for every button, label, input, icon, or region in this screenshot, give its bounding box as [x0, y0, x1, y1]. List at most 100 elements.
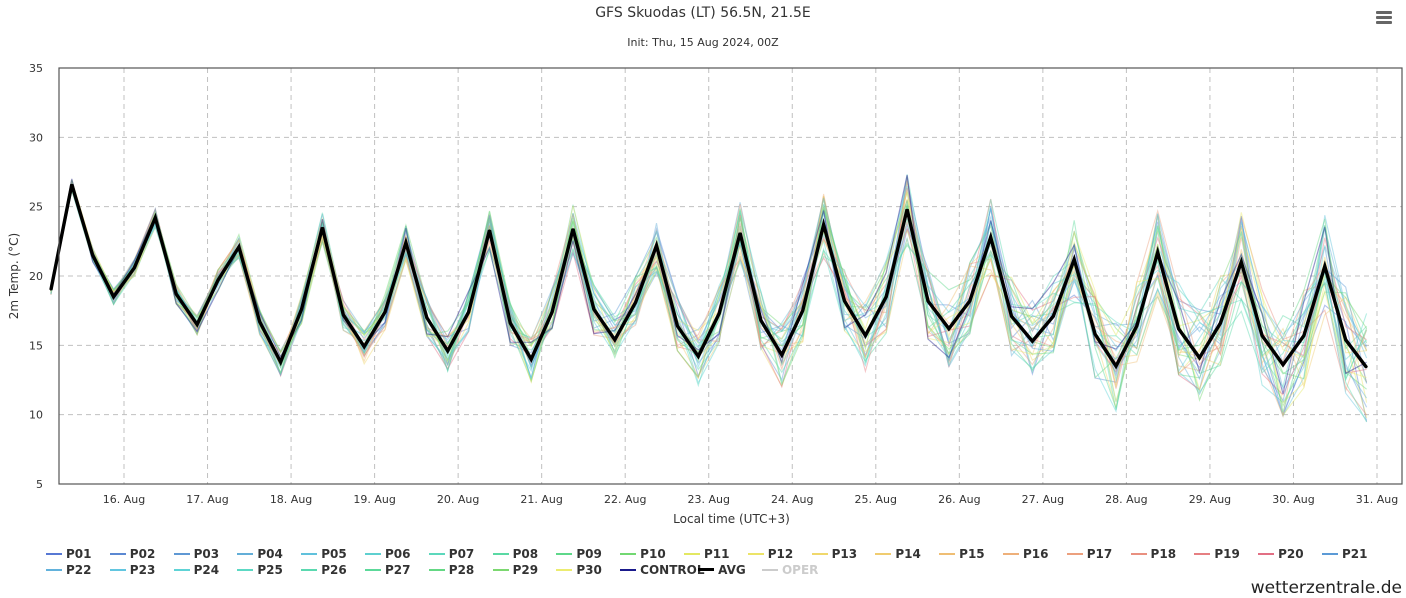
avg-point — [1282, 363, 1284, 366]
legend-label: P29 — [512, 563, 539, 577]
legend-item-p21[interactable]: P21 — [1321, 547, 1386, 561]
legend-row: P01 P02 P03 P04 P05 P06 P07 P08 P09 P10 P11 P12 P13 P… — [46, 547, 1386, 563]
x-tick-label: 18. Aug — [270, 493, 312, 506]
avg-point — [781, 354, 783, 356]
legend-swatch — [1130, 552, 1147, 555]
avg-point — [405, 241, 407, 244]
y-tick-label: 35 — [29, 62, 43, 75]
avg-point — [864, 334, 867, 337]
legend-item-p01[interactable]: P01 — [46, 547, 110, 561]
legend-swatch — [109, 552, 126, 555]
x-tick-label: 27. Aug — [1022, 493, 1064, 506]
avg-point — [154, 217, 157, 219]
legend-label: P27 — [384, 563, 411, 577]
avg-point — [342, 314, 345, 316]
avg-point — [446, 350, 449, 352]
legend-item-p19[interactable]: P19 — [1194, 547, 1258, 561]
grid-lines — [59, 68, 1402, 484]
legend-swatch — [364, 552, 381, 555]
legend-label: P18 — [1150, 547, 1177, 561]
legend-swatch — [46, 552, 62, 555]
avg-point — [1094, 333, 1096, 336]
legend-item-p03[interactable]: P03 — [173, 547, 238, 561]
x-tick-label: 29. Aug — [1189, 493, 1231, 506]
legend-item-p06[interactable]: P06 — [364, 547, 429, 561]
legend-swatch — [1258, 552, 1275, 555]
legend-item-p22[interactable]: P22 — [46, 563, 110, 577]
legend-item-p08[interactable]: P08 — [492, 547, 557, 561]
x-tick-label: 25. Aug — [855, 493, 897, 506]
avg-point — [1136, 325, 1138, 327]
avg-point — [1261, 334, 1263, 337]
avg-point — [948, 327, 950, 330]
x-tick-label: 16. Aug — [103, 493, 145, 506]
legend-label: P09 — [576, 547, 602, 561]
legend-item-p28[interactable]: P28 — [428, 563, 493, 577]
avg-point — [300, 308, 303, 311]
y-tick-label: 20 — [29, 270, 43, 283]
series-line-p13 — [50, 181, 1367, 408]
series-line-p07 — [50, 184, 1368, 382]
legend-swatch — [46, 568, 62, 571]
legend-swatch — [683, 552, 700, 555]
avg-point — [989, 236, 992, 238]
legend-item-p12[interactable]: P12 — [747, 547, 812, 561]
legend-item-p25[interactable]: P25 — [237, 563, 301, 577]
avg-point — [1324, 265, 1326, 268]
chart-subtitle: Init: Thu, 15 Aug 2024, 00Z — [627, 36, 779, 49]
legend-item-p11[interactable]: P11 — [683, 547, 748, 561]
legend-item-p04[interactable]: P04 — [237, 547, 301, 561]
legend-label: P23 — [129, 563, 156, 577]
avg-point — [196, 323, 198, 326]
legend-label: P16 — [1022, 547, 1049, 561]
legend-item-p16[interactable]: P16 — [1002, 547, 1067, 561]
x-tick-label: 21. Aug — [520, 493, 562, 506]
y-tick-label: 30 — [29, 131, 43, 144]
legend-item-p30[interactable]: P30 — [556, 563, 620, 577]
avg-point — [1365, 366, 1368, 369]
legend-item-p05[interactable]: P05 — [301, 547, 365, 561]
legend-label: P30 — [576, 563, 602, 577]
avg-point — [175, 293, 177, 295]
legend-item-p26[interactable]: P26 — [301, 563, 365, 577]
avg-point — [238, 246, 240, 248]
legend-label: P15 — [959, 547, 985, 561]
legend-item-p07[interactable]: P07 — [428, 547, 493, 561]
legend-item-p17[interactable]: P17 — [1066, 547, 1131, 561]
legend-label: P01 — [66, 547, 92, 561]
legend-item-control[interactable]: CONTROL — [620, 563, 705, 577]
legend-item-p24[interactable]: P24 — [173, 563, 238, 577]
legend-item-p20[interactable]: P20 — [1258, 547, 1322, 561]
avg-point — [71, 183, 73, 186]
legend-item-p23[interactable]: P23 — [109, 563, 174, 577]
avg-line-layer — [49, 183, 1368, 370]
avg-point — [760, 319, 762, 322]
legend-item-p27[interactable]: P27 — [364, 563, 429, 577]
legend-item-avg[interactable]: AVG — [698, 563, 762, 577]
avg-point — [1303, 334, 1305, 337]
series-line-p18 — [50, 189, 1368, 416]
legend-swatch — [492, 568, 509, 571]
legend-label: P07 — [448, 547, 475, 561]
avg-point — [1156, 251, 1159, 254]
legend-swatch — [556, 568, 573, 571]
legend-item-p02[interactable]: P02 — [109, 547, 174, 561]
legend-item-p15[interactable]: P15 — [939, 547, 1003, 561]
legend-label: P08 — [512, 547, 539, 561]
avg-point — [1115, 365, 1117, 367]
avg-point — [217, 279, 219, 282]
temperature-chart: 5 10 15 20 25 30 35 16. Aug 17. Aug 18. Aug 19. Au… — [7, 62, 1403, 526]
legend-label: AVG — [718, 563, 746, 577]
hamburger-menu-icon[interactable] — [1376, 11, 1392, 25]
legend-label: P14 — [895, 547, 921, 561]
legend-item-p18[interactable]: P18 — [1130, 547, 1195, 561]
legend-swatch — [1002, 552, 1019, 555]
avg-point — [321, 226, 324, 229]
legend-item-p13[interactable]: P13 — [811, 547, 876, 561]
legend-item-oper[interactable]: OPER — [761, 563, 826, 577]
legend-item-p09[interactable]: P09 — [556, 547, 620, 561]
legend-swatch — [492, 552, 509, 555]
legend-item-p29[interactable]: P29 — [492, 563, 557, 577]
legend-item-p14[interactable]: P14 — [875, 547, 939, 561]
legend-item-p10[interactable]: P10 — [620, 547, 684, 561]
